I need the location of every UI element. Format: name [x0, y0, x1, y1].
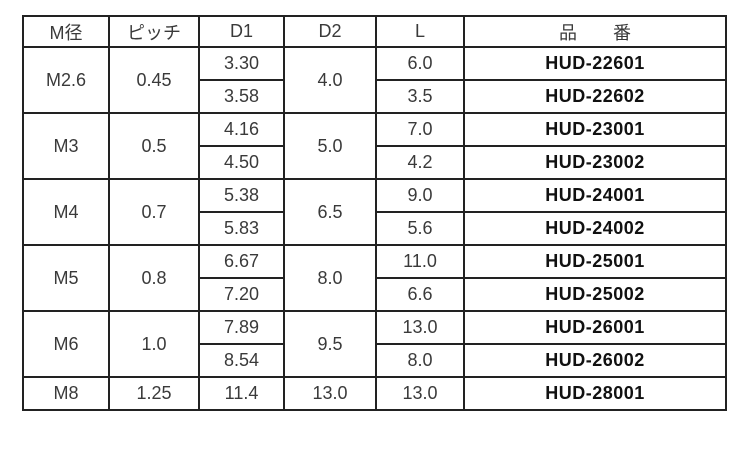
cell-part-number: HUD-23002	[463, 145, 727, 180]
cell-d2: 4.0	[283, 46, 377, 114]
header-d2: D2	[283, 15, 377, 48]
header-row: M径 ピッチ D1 D2 L 品 番	[22, 15, 727, 48]
table-row: 4.50 4.2 HUD-23002	[23, 145, 727, 180]
cell-m-diameter: M8	[22, 376, 110, 411]
spec-table: M径 ピッチ D1 D2 L 品 番 M2.6 0.45 3.30 4.0 6.0 HUD…	[22, 15, 727, 411]
cell-m-diameter: M6	[22, 310, 110, 378]
cell-part-number: HUD-22601	[463, 46, 727, 81]
cell-l: 13.0	[375, 310, 465, 345]
cell-l: 11.0	[375, 244, 465, 279]
cell-d1: 4.50	[198, 145, 285, 180]
header-part-number: 品 番	[463, 15, 727, 48]
cell-part-number: HUD-24001	[463, 178, 727, 213]
cell-l: 4.2	[375, 145, 465, 180]
cell-m-diameter: M4	[22, 178, 110, 246]
cell-pitch: 0.8	[108, 244, 200, 312]
header-d1: D1	[198, 15, 285, 48]
cell-d1: 7.20	[198, 277, 285, 312]
cell-pitch: 1.0	[108, 310, 200, 378]
spec-table-header: M径 ピッチ D1 D2 L 品 番	[22, 15, 727, 48]
cell-l: 5.6	[375, 211, 465, 246]
cell-d1: 5.83	[198, 211, 285, 246]
cell-d2: 5.0	[283, 112, 377, 180]
cell-part-number: HUD-28001	[463, 376, 727, 411]
cell-d2: 9.5	[283, 310, 377, 378]
table-row: M3 0.5 4.16 5.0 7.0 HUD-23001	[22, 112, 727, 180]
cell-l: 13.0	[375, 376, 465, 411]
cell-l: 7.0	[375, 112, 465, 147]
cell-part-number: HUD-26001	[463, 310, 727, 345]
spec-table-body: M2.6 0.45 3.30 4.0 6.0 HUD-22601 3.58 3.5 HUD-22…	[22, 46, 727, 411]
cell-m-diameter: M5	[22, 244, 110, 312]
cell-l: 6.6	[375, 277, 465, 312]
table-row: M5 0.8 6.67 8.0 11.0 HUD-25001	[22, 244, 727, 312]
cell-d1: 4.16	[198, 112, 285, 147]
cell-d1: 3.58	[198, 79, 285, 114]
cell-d1: 5.38	[198, 178, 285, 213]
header-l: L	[375, 15, 465, 48]
cell-pitch: 0.45	[108, 46, 200, 114]
table-row: 5.83 5.6 HUD-24002	[23, 211, 727, 246]
cell-part-number: HUD-25002	[463, 277, 727, 312]
table-row: M8 1.25 11.4 13.0 13.0 HUD-28001	[22, 376, 727, 411]
cell-pitch: 0.7	[108, 178, 200, 246]
cell-d1: 11.4	[198, 376, 285, 411]
cell-d1: 7.89	[198, 310, 285, 345]
cell-d1: 8.54	[198, 343, 285, 378]
cell-part-number: HUD-24002	[463, 211, 727, 246]
cell-m-diameter: M3	[22, 112, 110, 180]
header-pitch: ピッチ	[108, 15, 200, 48]
table-row: M4 0.7 5.38 6.5 9.0 HUD-24001	[22, 178, 727, 246]
cell-part-number: HUD-25001	[463, 244, 727, 279]
cell-l: 3.5	[375, 79, 465, 114]
cell-l: 9.0	[375, 178, 465, 213]
header-m-diameter: M径	[22, 15, 110, 48]
cell-part-number: HUD-22602	[463, 79, 727, 114]
table-row: 3.58 3.5 HUD-22602	[23, 79, 727, 114]
cell-d2: 6.5	[283, 178, 377, 246]
cell-part-number: HUD-23001	[463, 112, 727, 147]
cell-d2: 8.0	[283, 244, 377, 312]
cell-d2: 13.0	[283, 376, 377, 411]
cell-part-number: HUD-26002	[463, 343, 727, 378]
cell-d1: 6.67	[198, 244, 285, 279]
table-row: 7.20 6.6 HUD-25002	[23, 277, 727, 312]
cell-l: 6.0	[375, 46, 465, 81]
cell-pitch: 0.5	[108, 112, 200, 180]
table-row: 8.54 8.0 HUD-26002	[23, 343, 727, 378]
cell-d1: 3.30	[198, 46, 285, 81]
table-row: M6 1.0 7.89 9.5 13.0 HUD-26001	[22, 310, 727, 378]
cell-pitch: 1.25	[108, 376, 200, 411]
table-row: M2.6 0.45 3.30 4.0 6.0 HUD-22601	[22, 46, 727, 114]
cell-m-diameter: M2.6	[22, 46, 110, 114]
cell-l: 8.0	[375, 343, 465, 378]
